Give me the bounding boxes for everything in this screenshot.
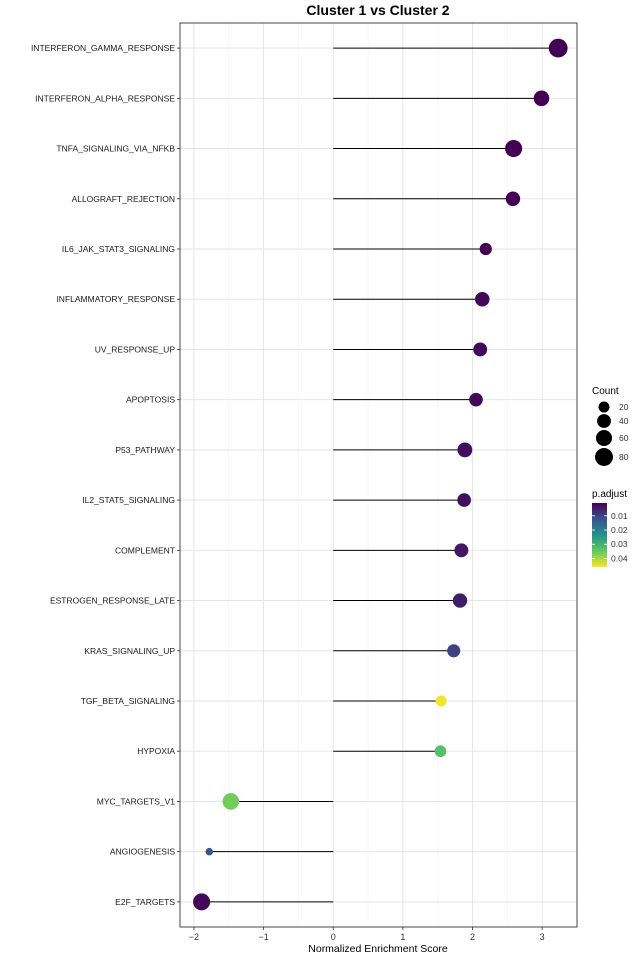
category-label: HYPOXIA xyxy=(137,746,175,756)
count-legend-title: Count xyxy=(592,386,619,397)
p-adjust-legend-title: p.adjust xyxy=(592,489,627,500)
panel-background xyxy=(180,23,577,927)
lollipop-dot xyxy=(533,90,550,107)
category-label: ALLOGRAFT_REJECTION xyxy=(72,194,175,204)
lollipop-dot xyxy=(222,793,240,810)
category-label: COMPLEMENT xyxy=(115,545,175,555)
x-axis-label: Normalized Enrichment Score xyxy=(308,943,448,955)
category-label: INTERFERON_GAMMA_RESPONSE xyxy=(31,43,175,53)
category-label: MYC_TARGETS_V1 xyxy=(97,796,176,806)
category-label: TGF_BETA_SIGNALING xyxy=(81,696,175,706)
lollipop-dot xyxy=(454,543,469,558)
count-legend-label: 40 xyxy=(619,416,629,426)
lollipop-dots xyxy=(193,38,568,911)
panel-border xyxy=(179,22,578,928)
x-tick-label: 1 xyxy=(400,932,405,942)
lollipop-dot xyxy=(479,242,492,256)
colorbar-label: 0.02 xyxy=(611,525,628,535)
x-tick-label: −2 xyxy=(189,932,199,942)
category-label: P53_PATHWAY xyxy=(115,445,175,455)
count-legend-dot xyxy=(598,401,610,413)
lollipop-dot xyxy=(193,893,211,911)
x-tick-label: −1 xyxy=(258,932,268,942)
category-label: ESTROGEN_RESPONSE_LATE xyxy=(50,596,175,606)
colorbar-label: 0.04 xyxy=(611,553,628,563)
lollipop-dot xyxy=(457,493,471,507)
x-axis-ticks: −2 −1 0 1 2 3 xyxy=(189,927,545,942)
count-legend-dot xyxy=(595,448,613,466)
category-label: UV_RESPONSE_UP xyxy=(95,344,176,354)
category-label: KRAS_SIGNALING_UP xyxy=(84,646,175,656)
category-label: ANGIOGENESIS xyxy=(110,847,176,857)
category-label: APOPTOSIS xyxy=(126,395,175,405)
chart-title: Cluster 1 vs Cluster 2 xyxy=(306,2,449,18)
category-label: IL6_JAK_STAT3_SIGNALING xyxy=(62,244,175,254)
category-label: E2F_TARGETS xyxy=(115,897,175,907)
lollipop-dot xyxy=(505,191,521,207)
x-tick-label: 3 xyxy=(540,932,545,942)
lollipop-dot xyxy=(435,695,447,707)
x-tick-label: 2 xyxy=(470,932,475,942)
lollipop-dot xyxy=(434,745,447,758)
lollipop-dot xyxy=(473,342,488,357)
count-legend-label: 60 xyxy=(619,433,629,443)
category-label: INTERFERON_ALPHA_RESPONSE xyxy=(35,93,175,103)
count-legend-dot xyxy=(595,429,613,447)
count-legend-dot xyxy=(597,414,611,428)
count-legend-label: 20 xyxy=(619,402,629,412)
lollipop-dot xyxy=(505,140,523,158)
category-labels: INTERFERON_GAMMA_RESPONSE INTERFERON_ALPH… xyxy=(31,43,180,907)
x-tick-label: 0 xyxy=(331,932,336,942)
colorbar-label: 0.01 xyxy=(611,511,628,521)
category-label: INFLAMMATORY_RESPONSE xyxy=(56,294,175,304)
plot-panel xyxy=(180,23,577,927)
p-adjust-legend: p.adjust 0.01 0.02 0.03 0.04 xyxy=(592,489,628,567)
lollipop-dot xyxy=(548,38,568,58)
lollipop-dot xyxy=(447,644,461,658)
colorbar-label: 0.03 xyxy=(611,539,628,549)
lollipop-dot xyxy=(205,847,213,856)
category-label: IL2_STAT5_SIGNALING xyxy=(82,495,175,505)
p-adjust-colorbar xyxy=(592,503,607,567)
lollipop-dot xyxy=(452,593,468,608)
category-label: TNFA_SIGNALING_VIA_NFKB xyxy=(56,144,175,154)
lollipop-dot xyxy=(475,291,490,307)
lollipop-dot xyxy=(457,442,473,458)
count-legend-label: 80 xyxy=(619,452,629,462)
lollipop-dot xyxy=(469,392,483,407)
lollipop-stems xyxy=(201,47,559,903)
